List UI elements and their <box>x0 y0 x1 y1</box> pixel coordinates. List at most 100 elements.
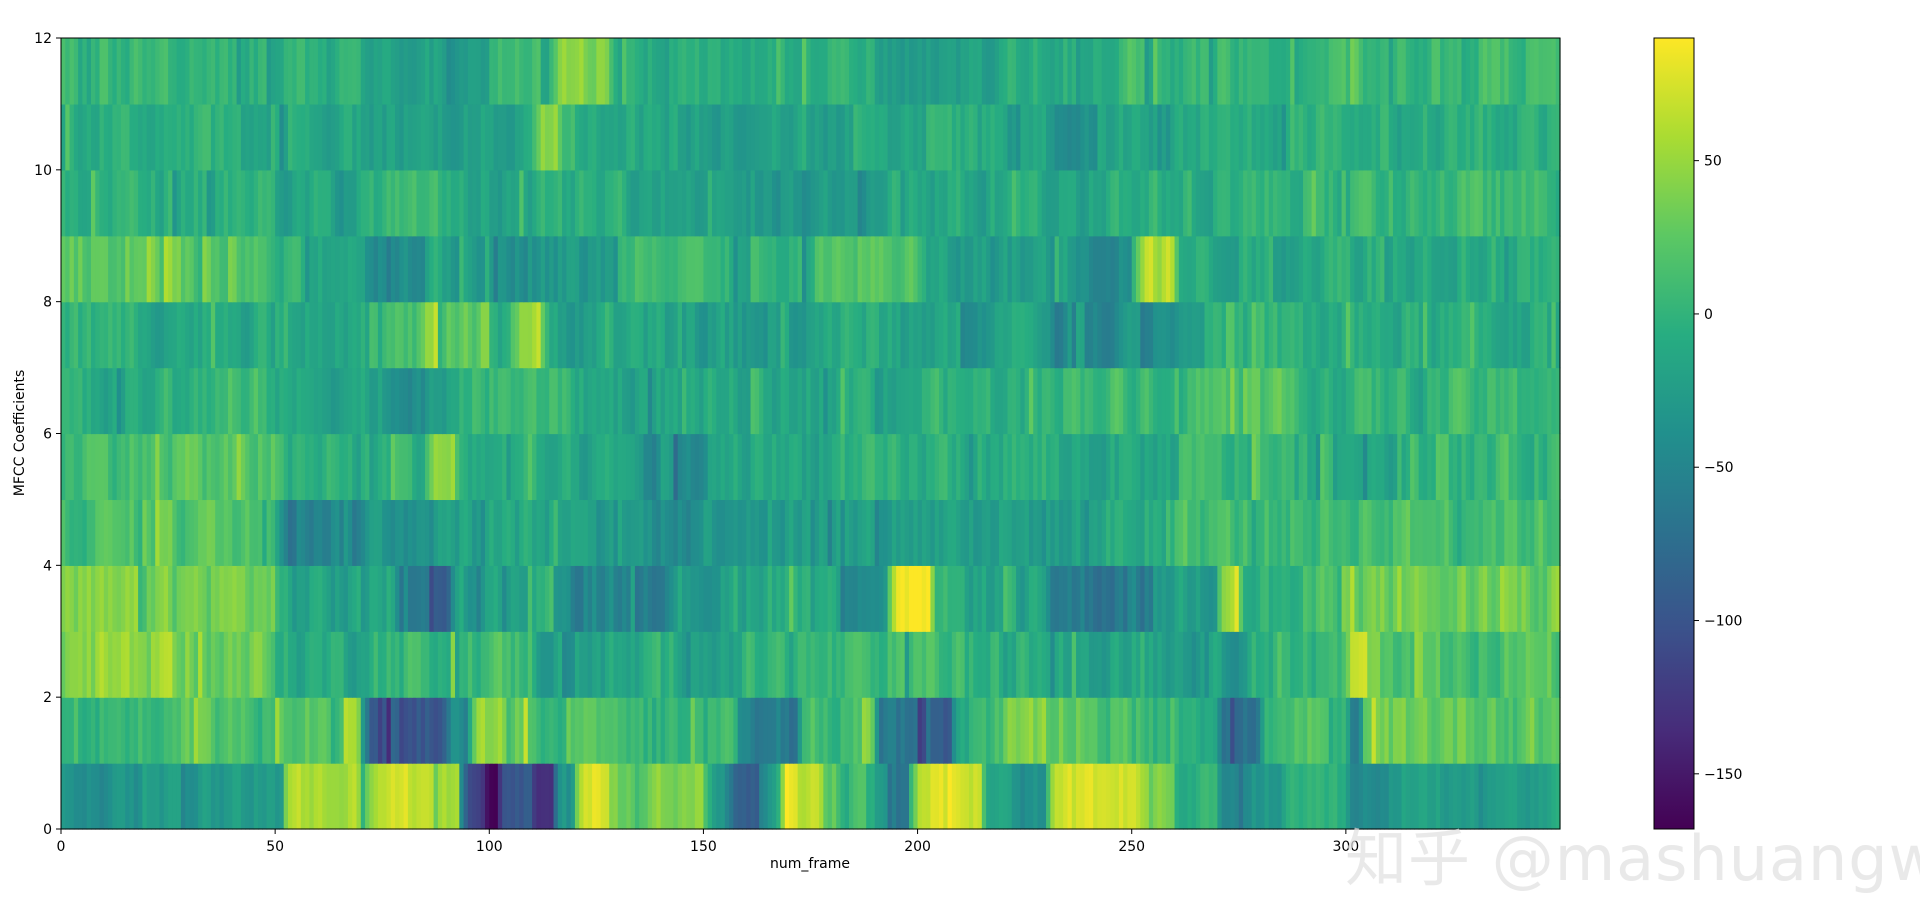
heatmap-cell <box>420 301 426 369</box>
heatmap-cell <box>369 631 375 698</box>
heatmap-cell <box>129 235 135 303</box>
heatmap-cell <box>1542 38 1548 105</box>
heatmap-cell <box>69 38 75 105</box>
heatmap-cell <box>926 631 932 698</box>
heatmap-cell <box>1487 367 1493 435</box>
heatmap-cell <box>690 38 696 105</box>
heatmap-cell <box>891 235 897 303</box>
heatmap-cell <box>1517 565 1523 632</box>
heatmap-cell <box>150 367 156 435</box>
heatmap-cell <box>1298 235 1304 303</box>
heatmap-cell <box>90 103 96 171</box>
heatmap-cell <box>356 367 362 435</box>
heatmap-cell <box>656 103 662 171</box>
heatmap-cell <box>1230 565 1236 632</box>
heatmap-cell <box>1465 499 1471 566</box>
heatmap-cell <box>253 499 259 566</box>
heatmap-cell <box>977 433 983 501</box>
heatmap-cell <box>202 499 208 566</box>
heatmap-cell <box>1525 103 1531 171</box>
heatmap-cell <box>86 301 92 369</box>
heatmap-cell <box>1195 697 1201 764</box>
heatmap-cell <box>634 499 640 566</box>
heatmap-cell <box>763 301 769 369</box>
heatmap-cell <box>622 235 627 303</box>
heatmap-cell <box>853 565 859 632</box>
heatmap-cell <box>317 38 323 105</box>
heatmap-cell <box>917 433 923 501</box>
heatmap-cell <box>489 169 495 237</box>
heatmap-cell <box>519 565 525 632</box>
heatmap-cell <box>112 499 118 566</box>
heatmap-cell <box>480 631 486 698</box>
heatmap-cell <box>1255 763 1261 830</box>
heatmap-cell <box>1003 169 1009 237</box>
heatmap-cell <box>1530 235 1535 303</box>
heatmap-cell <box>459 367 465 435</box>
heatmap-cell <box>604 301 610 369</box>
heatmap-cell <box>210 499 216 566</box>
heatmap-cell <box>125 169 131 237</box>
heatmap-cell <box>510 631 516 698</box>
heatmap-cell <box>746 235 752 303</box>
heatmap-cell <box>1397 433 1403 501</box>
heatmap-cell <box>467 763 473 830</box>
heatmap-cell <box>921 763 927 830</box>
heatmap-cell <box>420 433 426 501</box>
heatmap-cell <box>849 631 854 698</box>
heatmap-cell <box>275 433 281 501</box>
heatmap-cell <box>1328 433 1334 501</box>
heatmap-cell <box>198 433 203 501</box>
heatmap-cell <box>1452 433 1458 501</box>
heatmap-cell <box>849 103 854 171</box>
heatmap-cell <box>442 169 448 237</box>
heatmap-cell <box>155 433 161 501</box>
heatmap-cell <box>339 301 345 369</box>
heatmap-cell <box>287 631 293 698</box>
heatmap-cell <box>1384 433 1390 501</box>
heatmap-cell <box>836 433 842 501</box>
heatmap-cell <box>544 169 550 237</box>
heatmap-cell <box>622 499 627 566</box>
x-tick-label: 200 <box>904 839 931 855</box>
heatmap-cell <box>964 763 970 830</box>
heatmap-cell <box>493 433 499 501</box>
heatmap-cell <box>185 169 191 237</box>
heatmap-cell <box>930 169 936 237</box>
heatmap-cell <box>1547 301 1553 369</box>
heatmap-cell <box>425 565 430 632</box>
heatmap-cell <box>626 103 632 171</box>
heatmap-cell <box>1084 565 1090 632</box>
heatmap-cell <box>142 631 148 698</box>
heatmap-cell <box>956 433 961 501</box>
heatmap-cell <box>1183 169 1188 237</box>
heatmap-cell <box>634 433 640 501</box>
heatmap-cell <box>339 433 345 501</box>
heatmap-cell <box>1448 169 1454 237</box>
heatmap-cell <box>1414 301 1420 369</box>
heatmap-cell <box>729 565 735 632</box>
heatmap-cell <box>270 697 276 764</box>
heatmap-cell <box>455 301 460 369</box>
heatmap-cell <box>1063 367 1069 435</box>
heatmap-cell <box>116 433 122 501</box>
heatmap-cell <box>382 763 388 830</box>
heatmap-cell <box>1448 631 1454 698</box>
heatmap-cell <box>1260 169 1266 237</box>
heatmap-cell <box>1495 763 1501 830</box>
heatmap-cell <box>729 235 735 303</box>
heatmap-cell <box>450 631 456 698</box>
heatmap-cell <box>652 631 657 698</box>
heatmap-cell <box>1024 169 1030 237</box>
heatmap-cell <box>412 763 418 830</box>
heatmap-cell <box>1028 367 1034 435</box>
heatmap-cell <box>442 301 448 369</box>
heatmap-cell <box>514 631 520 698</box>
heatmap-cell <box>1487 499 1493 566</box>
heatmap-cell <box>1204 499 1210 566</box>
heatmap-cell <box>1457 631 1463 698</box>
heatmap-cell <box>99 367 105 435</box>
heatmap-cell <box>900 301 906 369</box>
heatmap-cell <box>133 763 139 830</box>
heatmap-cell <box>1131 697 1137 764</box>
